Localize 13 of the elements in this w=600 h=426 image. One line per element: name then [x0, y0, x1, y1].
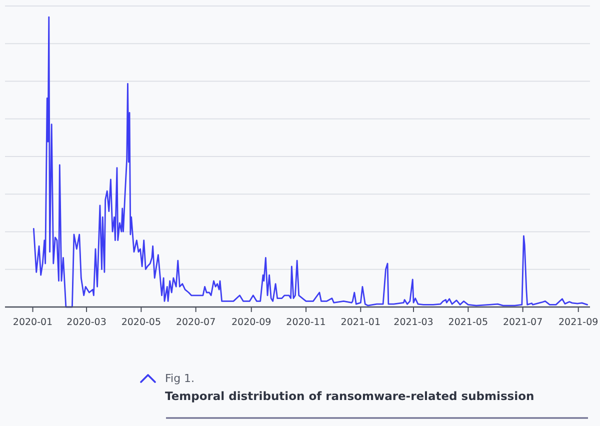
caption: Fig 1. — [165, 372, 195, 385]
text: Temporal distribution of ransomware-related submission — [165, 389, 534, 403]
x-tick-label: 2020-03 — [66, 317, 106, 328]
x-tick-label: 2021-03 — [394, 317, 434, 328]
x-tick-label: 2021-09 — [558, 317, 598, 328]
x-tick-label: 2021-01 — [340, 317, 381, 328]
x-tick-label: 2020-05 — [121, 317, 162, 328]
x-tick-label: 2021-05 — [448, 317, 488, 328]
x-tick-label: 2020-09 — [232, 317, 272, 328]
x-tick-label: 2020-01 — [12, 317, 53, 328]
x-tick-label: 2020-11 — [286, 317, 326, 328]
x-tick-label: 2021-07 — [502, 317, 543, 328]
x-tick-label: 2020-07 — [176, 317, 216, 328]
